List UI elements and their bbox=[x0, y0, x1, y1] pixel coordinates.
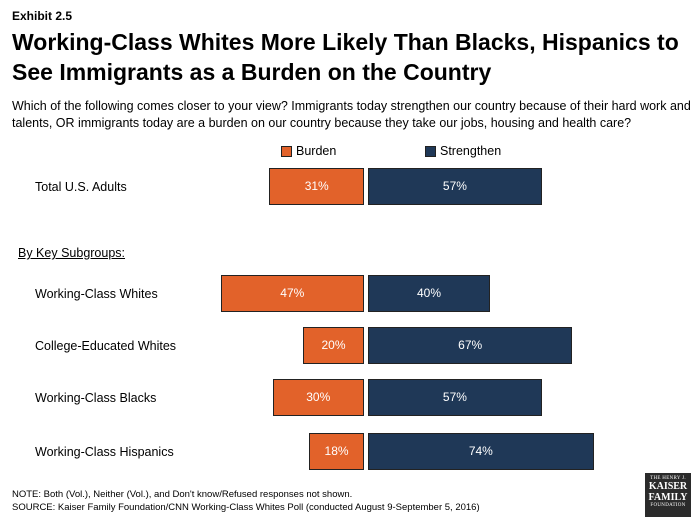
data-label-strengthen: 40% bbox=[416, 286, 442, 300]
data-label-strengthen: 74% bbox=[468, 444, 493, 458]
subgroup-heading: By Key Subgroups: bbox=[18, 246, 126, 260]
data-label-burden: 18% bbox=[324, 444, 349, 458]
legend-item-strengthen: Strengthen bbox=[425, 144, 501, 158]
bar-burden bbox=[269, 168, 364, 205]
data-label-burden: 31% bbox=[304, 179, 329, 193]
chart-note: NOTE: Both (Vol.), Neither (Vol.), and D… bbox=[12, 489, 353, 500]
data-label-strengthen: 67% bbox=[458, 338, 483, 352]
bar-burden bbox=[272, 379, 364, 416]
category-label: Working-Class Whites bbox=[35, 287, 158, 301]
chart-title: Working-Class Whites More Likely Than Bl… bbox=[12, 29, 679, 85]
category-label: Working-Class Blacks bbox=[35, 391, 157, 405]
data-label-strengthen: 57% bbox=[442, 179, 467, 193]
chart-subtitle: Which of the following comes closer to y… bbox=[12, 99, 691, 130]
bar-burden bbox=[303, 327, 364, 364]
data-label-burden: 47% bbox=[280, 286, 305, 300]
kff-logo: THE HENRY J. KAISER FAMILY FOUNDATION bbox=[645, 473, 691, 517]
category-label: Working-Class Hispanics bbox=[35, 445, 174, 459]
chart-source: SOURCE: Kaiser Family Foundation/CNN Wor… bbox=[12, 502, 480, 513]
bar-burden bbox=[309, 433, 364, 470]
data-label-burden: 30% bbox=[306, 390, 331, 404]
bar-strengthen bbox=[368, 327, 573, 364]
bar-strengthen bbox=[368, 275, 490, 312]
legend-item-burden: Burden bbox=[281, 144, 336, 158]
exhibit-label: Exhibit 2.5 bbox=[12, 9, 73, 23]
bar-strengthen bbox=[368, 433, 594, 470]
legend-label-strengthen: Strengthen bbox=[440, 144, 502, 158]
data-label-strengthen: 57% bbox=[442, 390, 467, 404]
legend-swatch-strengthen bbox=[425, 145, 436, 157]
bar-strengthen bbox=[368, 379, 542, 416]
legend-swatch-burden bbox=[281, 145, 292, 157]
bar-burden bbox=[220, 275, 364, 312]
category-label: College-Educated Whites bbox=[35, 339, 177, 353]
legend-label-burden: Burden bbox=[296, 144, 337, 158]
category-label: Total U.S. Adults bbox=[35, 180, 127, 194]
bar-strengthen bbox=[368, 168, 542, 205]
data-label-burden: 20% bbox=[321, 338, 346, 352]
